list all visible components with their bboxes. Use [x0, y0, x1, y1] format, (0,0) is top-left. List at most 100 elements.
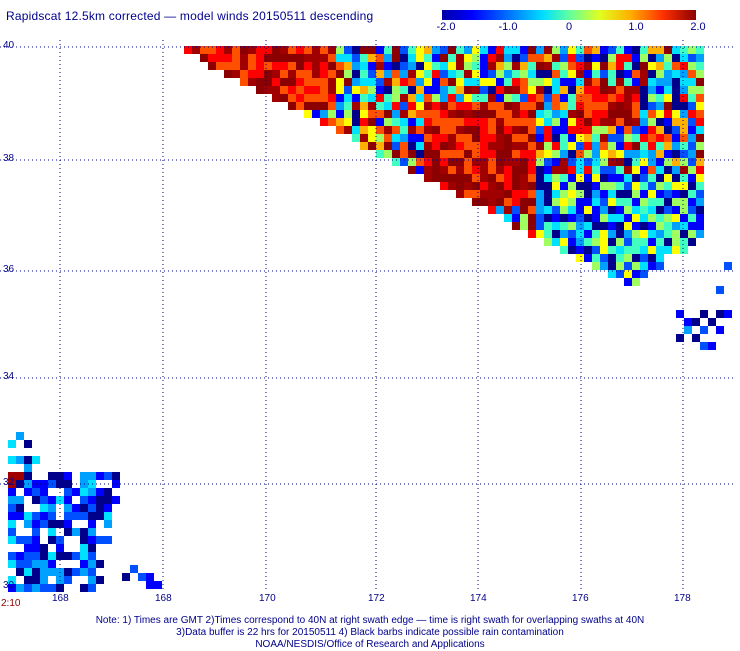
wind-cell	[256, 62, 264, 70]
wind-cell	[648, 54, 656, 62]
wind-cell	[632, 230, 640, 238]
wind-cell	[472, 54, 480, 62]
wind-cell	[512, 70, 520, 78]
wind-cell	[472, 166, 480, 174]
wind-cell	[456, 102, 464, 110]
wind-cell	[48, 496, 56, 504]
wind-cell	[656, 126, 664, 134]
wind-cell	[640, 198, 648, 206]
wind-cell	[576, 142, 584, 150]
wind-cell	[16, 472, 24, 480]
wind-cell	[424, 110, 432, 118]
wind-cell	[520, 126, 528, 134]
wind-cell	[464, 54, 472, 62]
wind-cell	[584, 206, 592, 214]
wind-cell	[496, 126, 504, 134]
wind-cell	[544, 142, 552, 150]
wind-cell	[600, 190, 608, 198]
wind-cell	[448, 174, 456, 182]
wind-cell	[344, 110, 352, 118]
wind-cell	[512, 166, 520, 174]
wind-cell	[224, 54, 232, 62]
wind-cell	[352, 126, 360, 134]
wind-cell	[616, 166, 624, 174]
wind-cell	[408, 134, 416, 142]
wind-cell	[552, 198, 560, 206]
wind-cell	[480, 110, 488, 118]
wind-cell	[488, 110, 496, 118]
wind-cell	[648, 182, 656, 190]
wind-cell	[24, 472, 32, 480]
wind-cell	[600, 78, 608, 86]
wind-cell	[264, 86, 272, 94]
wind-cell	[104, 504, 112, 512]
wind-cell	[496, 142, 504, 150]
wind-cell	[328, 54, 336, 62]
wind-cell	[648, 174, 656, 182]
wind-cell	[472, 174, 480, 182]
wind-cell	[600, 54, 608, 62]
wind-cell	[88, 520, 96, 528]
wind-cell	[648, 246, 656, 254]
wind-cell	[424, 126, 432, 134]
wind-cell	[480, 86, 488, 94]
wind-cell	[456, 142, 464, 150]
wind-cell	[688, 206, 696, 214]
wind-cell	[280, 54, 288, 62]
wind-cell	[440, 94, 448, 102]
wind-cell	[96, 560, 104, 568]
wind-cell	[448, 86, 456, 94]
wind-cell	[240, 70, 248, 78]
wind-cell	[8, 560, 16, 568]
wind-cell	[560, 126, 568, 134]
wind-cell	[488, 70, 496, 78]
wind-cell	[624, 166, 632, 174]
wind-cell	[416, 102, 424, 110]
wind-cell	[688, 142, 696, 150]
wind-cell	[568, 62, 576, 70]
wind-cell	[368, 102, 376, 110]
wind-cell	[616, 214, 624, 222]
wind-cell	[680, 94, 688, 102]
wind-cell	[528, 222, 536, 230]
wind-cell	[112, 472, 120, 480]
wind-cell	[464, 94, 472, 102]
wind-cell	[688, 126, 696, 134]
wind-cell	[520, 54, 528, 62]
wind-cell	[464, 102, 472, 110]
wind-cell	[592, 190, 600, 198]
wind-cell	[568, 246, 576, 254]
wind-cell	[560, 198, 568, 206]
wind-cell	[512, 102, 520, 110]
wind-cell	[544, 86, 552, 94]
wind-cell	[680, 246, 688, 254]
wind-cell	[200, 54, 208, 62]
lon-label: 168	[155, 593, 172, 604]
wind-cell	[568, 238, 576, 246]
wind-cell	[584, 118, 592, 126]
wind-cell	[616, 70, 624, 78]
wind-cell	[456, 134, 464, 142]
wind-cell	[664, 150, 672, 158]
wind-cell	[464, 70, 472, 78]
wind-cell	[600, 174, 608, 182]
wind-cell	[528, 54, 536, 62]
wind-cell	[592, 166, 600, 174]
wind-cell	[624, 262, 632, 270]
wind-cell	[528, 126, 536, 134]
wind-cell	[336, 86, 344, 94]
wind-cell	[560, 166, 568, 174]
wind-cell	[576, 110, 584, 118]
wind-cell	[320, 118, 328, 126]
wind-cell	[568, 70, 576, 78]
wind-cell	[432, 150, 440, 158]
wind-cell	[104, 488, 112, 496]
wind-cell	[312, 86, 320, 94]
wind-cell	[432, 70, 440, 78]
wind-cell	[376, 86, 384, 94]
wind-cell	[456, 86, 464, 94]
wind-cell	[480, 118, 488, 126]
wind-cell	[264, 62, 272, 70]
wind-cell	[624, 158, 632, 166]
wind-cell	[640, 54, 648, 62]
